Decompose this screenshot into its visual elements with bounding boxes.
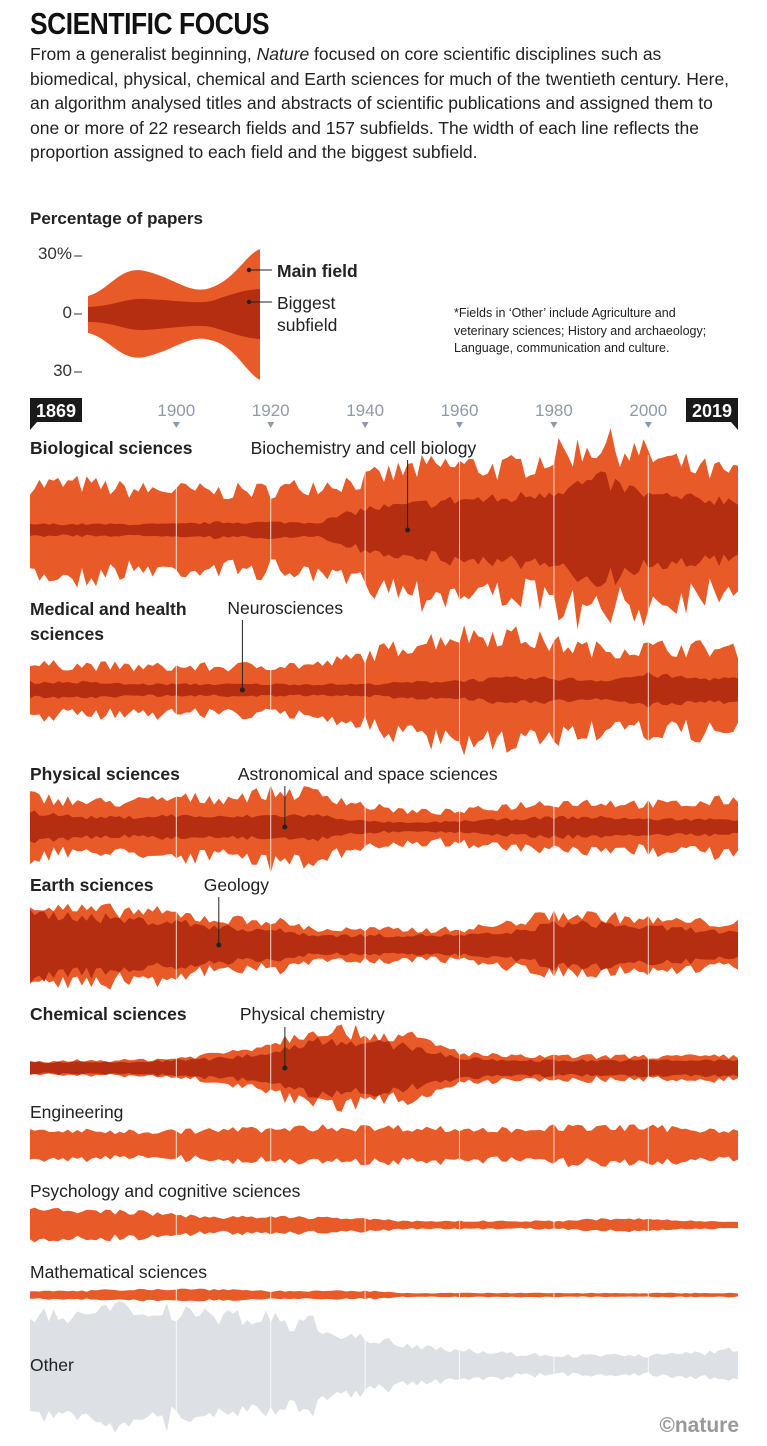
stream-earth-sciences	[30, 897, 738, 990]
axis-start-box	[30, 398, 82, 422]
subfield-marker	[216, 942, 222, 948]
stream-biological-sciences	[30, 428, 738, 630]
other-footnote: *Fields in ‘Other’ include Agriculture a…	[454, 306, 707, 355]
legend-sample	[74, 249, 272, 380]
stream-other	[30, 1301, 738, 1433]
legend-tick-top: 30%	[37, 244, 72, 263]
axis-tick-label: 2000	[629, 401, 667, 420]
field-label: Earth sciences	[30, 875, 154, 895]
field-label: Biological sciences	[30, 438, 193, 458]
subfield-marker	[282, 1065, 288, 1071]
subfield-area	[30, 471, 738, 587]
tick-marker	[456, 422, 464, 428]
legend-main-label: Main field	[277, 261, 358, 281]
axis-tick-label: 1940	[346, 401, 384, 420]
field-label: Chemical sciences	[30, 1004, 187, 1024]
subfield-label: Geology	[203, 875, 269, 895]
subfield-area	[30, 810, 738, 844]
axis-end-box	[686, 398, 738, 422]
subfield-label: Astronomical and space sciences	[237, 764, 498, 784]
stream-physical-sciences	[30, 785, 738, 873]
subfield-marker	[282, 824, 288, 830]
legend-sub-label: Biggest subfield	[277, 292, 337, 336]
subfield-label: Neurosciences	[227, 598, 344, 618]
time-axis: 1900 1920 1940 1960 1980 2000 1869 2019	[30, 398, 738, 1420]
tick-marker	[550, 422, 558, 428]
stream-medical-and-health-sciences	[30, 620, 738, 756]
streams	[30, 428, 738, 1433]
subfield-label: Physical chemistry	[239, 1004, 385, 1024]
tick-marker	[267, 422, 275, 428]
legend-heading: Percentage of papers	[30, 209, 203, 228]
axis-start-pointer	[30, 422, 37, 430]
intro-part: focused on core scientific disciplines s…	[30, 44, 730, 162]
legend-tick-bottom: 30	[53, 361, 72, 380]
stream-engineering	[30, 1124, 738, 1168]
intro-text: From a generalist beginning, Nature focu…	[30, 42, 740, 165]
legend-sub-shape	[88, 289, 260, 339]
axis-tick-label: 1900	[157, 401, 195, 420]
axis-tick-label: 1960	[441, 401, 479, 420]
main-field-area	[30, 1124, 738, 1168]
axis-tick-label: 1920	[252, 401, 290, 420]
legend-sub-label-line: subfield	[277, 315, 338, 335]
subfield-area	[30, 909, 738, 984]
subfield-marker	[239, 687, 245, 693]
stream-chemical-sciences	[30, 1024, 738, 1112]
tick-marker	[644, 422, 652, 428]
legend-tick-zero: 0	[62, 303, 72, 322]
stream-mathematical-sciences	[30, 1288, 738, 1302]
tick-marker	[361, 422, 369, 428]
axis-end-label: 2019	[692, 401, 732, 421]
subfield-marker	[405, 527, 411, 533]
main-field-area	[30, 1207, 738, 1243]
intro-part: From a generalist beginning,	[30, 44, 257, 64]
nature-credit: ©nature	[659, 1414, 739, 1437]
field-label: Engineering	[30, 1102, 124, 1122]
axis-end-pointer	[731, 422, 738, 430]
field-label: Medical and health sciences	[30, 599, 187, 644]
subfield-label: Biochemistry and cell biology	[250, 438, 477, 458]
field-label: Other	[30, 1355, 74, 1375]
axis-tick-label: 1980	[535, 401, 573, 420]
subfield-area	[30, 671, 738, 708]
field-label: Psychology and cognitive sciences	[30, 1181, 301, 1201]
stream-psychology-and-cognitive-sciences	[30, 1207, 738, 1243]
intro-journal-name: Nature	[256, 44, 310, 64]
legend-sub-label-line: Biggest	[277, 293, 336, 313]
main-field-area	[30, 1288, 738, 1302]
field-label: Physical sciences	[30, 764, 180, 784]
page-title: SCIENTIFIC FOCUS	[30, 6, 270, 41]
main-field-area	[30, 1301, 738, 1433]
subfield-area	[30, 1037, 738, 1098]
axis-start-label: 1869	[36, 401, 76, 421]
tick-marker	[172, 422, 180, 428]
field-label: Mathematical sciences	[30, 1262, 208, 1282]
